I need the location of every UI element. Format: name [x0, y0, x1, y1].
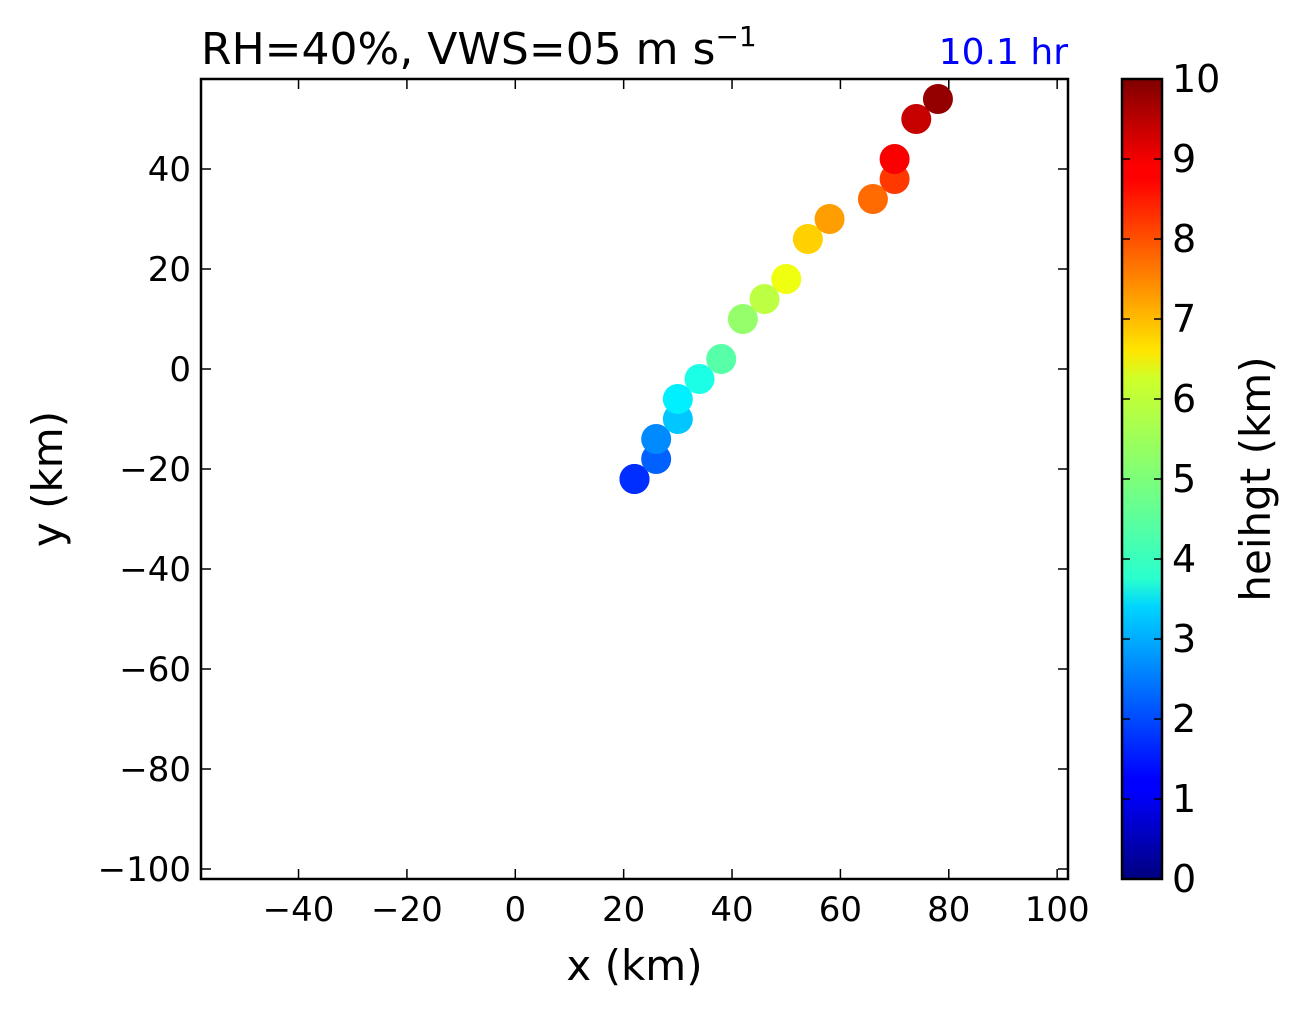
points-layer [619, 84, 953, 494]
y-tick-label: 20 [148, 250, 191, 290]
x-tick-label: 60 [819, 890, 862, 930]
data-point [792, 224, 823, 254]
colorbar-tick-label: 2 [1172, 697, 1196, 741]
y-tick-label: −60 [119, 650, 191, 690]
colorbar-tick-label: 1 [1172, 777, 1196, 821]
data-point [662, 384, 693, 414]
colorbar-tick-label: 5 [1172, 457, 1196, 501]
chart-title-superscript: −1 [715, 20, 756, 53]
x-tick-label: 80 [927, 890, 970, 930]
y-tick-label: −100 [98, 850, 191, 890]
y-tick-label: −40 [119, 550, 191, 590]
data-point [879, 144, 910, 174]
y-tick-label: 40 [148, 150, 191, 190]
colorbar-tick-label: 9 [1172, 137, 1196, 181]
colorbar-ticks: 0 1 2 3 4 5 6 7 8 9 10 [1122, 57, 1220, 901]
chart-title: RH=40%, VWS=05 m s−1 [201, 20, 757, 75]
y-axis-label: y (km) [23, 411, 72, 547]
data-point [641, 424, 672, 454]
y-tick-label: −20 [119, 450, 191, 490]
ticks-layer: −40 −20 0 20 40 60 80 100 −100 −80 −60 −40 −20 0 20 40 [98, 79, 1090, 930]
colorbar-tick-label: 10 [1172, 57, 1220, 101]
x-tick-label: 100 [1025, 890, 1090, 930]
y-tick-label: −80 [119, 750, 191, 790]
x-tick-label: −40 [263, 890, 335, 930]
x-tick-label: 40 [710, 890, 753, 930]
colorbar-tick-label: 7 [1172, 297, 1196, 341]
colorbar-label: heihgt (km) [1231, 356, 1280, 601]
x-tick-label: 20 [602, 890, 645, 930]
colorbar-tick-label: 8 [1172, 217, 1196, 261]
data-point [901, 104, 932, 134]
colorbar-tick-label: 4 [1172, 537, 1196, 581]
x-axis-label: x (km) [566, 941, 702, 990]
data-point [857, 184, 888, 214]
y-tick-label: 0 [169, 350, 191, 390]
data-point [922, 84, 953, 114]
x-tick-label: 0 [504, 890, 526, 930]
chart-title-main: RH=40%, VWS=05 m s [201, 24, 715, 75]
colorbar-tick-label: 6 [1172, 377, 1196, 421]
colorbar-tick-label: 0 [1172, 857, 1196, 901]
data-point [749, 284, 780, 314]
data-point [727, 304, 758, 334]
plot-frame [199, 77, 1070, 881]
data-point [684, 364, 715, 394]
data-point [771, 264, 802, 294]
time-label: 10.1 hr [939, 32, 1068, 73]
data-point [619, 464, 650, 494]
colorbar-tick-label: 3 [1172, 617, 1196, 661]
data-point [706, 344, 737, 374]
x-tick-label: −20 [371, 890, 443, 930]
data-point [814, 204, 845, 234]
